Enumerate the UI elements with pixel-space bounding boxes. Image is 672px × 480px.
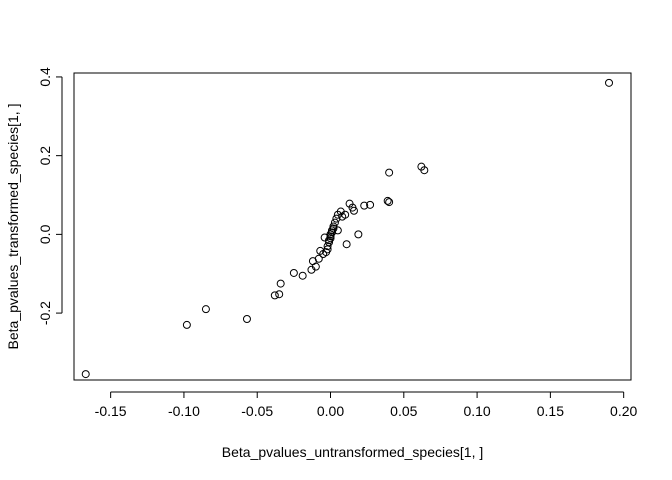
data-point	[329, 222, 338, 231]
data-point	[349, 206, 358, 215]
data-point	[354, 230, 363, 239]
data-point	[325, 238, 334, 247]
data-point	[326, 232, 335, 241]
data-point	[383, 196, 392, 205]
data-point	[420, 166, 429, 175]
data-point	[385, 168, 394, 177]
data-point	[201, 305, 210, 314]
data-point	[330, 218, 339, 227]
data-point	[311, 262, 320, 271]
y-axis: -0.2 0.0 0.2 0.4	[37, 67, 63, 325]
plot-frame	[73, 72, 632, 381]
x-axis-title: Beta_pvalues_untransformed_species[1, ]	[222, 444, 484, 460]
x-tick-label: 0.00	[317, 403, 344, 419]
y-tick-label: 0.0	[37, 224, 53, 244]
data-point	[323, 242, 332, 251]
data-point	[275, 290, 284, 299]
data-point	[341, 210, 350, 219]
data-point	[327, 226, 336, 235]
y-axis-title: Beta_pvalues_transformed_species[1, ]	[5, 104, 21, 350]
data-point	[327, 228, 336, 237]
x-tick-label: 0.05	[390, 403, 417, 419]
data-point	[325, 236, 334, 245]
data-point	[329, 224, 338, 233]
data-point	[270, 291, 279, 300]
x-tick-label: 0.20	[610, 403, 637, 419]
y-tick-label: -0.2	[37, 301, 53, 325]
data-point	[360, 201, 369, 210]
data-point	[314, 254, 323, 263]
data-point	[385, 198, 394, 207]
x-axis: -0.15 -0.10 -0.05 0.00 0.05 0.10 0.15 0.20	[95, 391, 638, 419]
data-point	[333, 226, 342, 235]
data-point	[326, 234, 335, 243]
x-tick-label: 0.15	[537, 403, 564, 419]
data-point	[332, 214, 341, 223]
x-tick-label: -0.10	[168, 403, 200, 419]
x-tick-label: -0.05	[241, 403, 273, 419]
data-point	[605, 78, 614, 87]
data-point	[276, 279, 285, 288]
x-tick-label: 0.10	[463, 403, 490, 419]
y-tick-label: 0.4	[37, 67, 53, 87]
data-point	[182, 320, 191, 329]
data-points	[81, 78, 614, 379]
data-point	[242, 314, 251, 323]
x-tick-label: -0.15	[95, 403, 127, 419]
data-point	[289, 268, 298, 277]
y-tick-label: 0.2	[37, 146, 53, 166]
data-point	[298, 271, 307, 280]
data-point	[342, 240, 351, 249]
data-point	[81, 370, 90, 379]
data-point	[366, 200, 375, 209]
